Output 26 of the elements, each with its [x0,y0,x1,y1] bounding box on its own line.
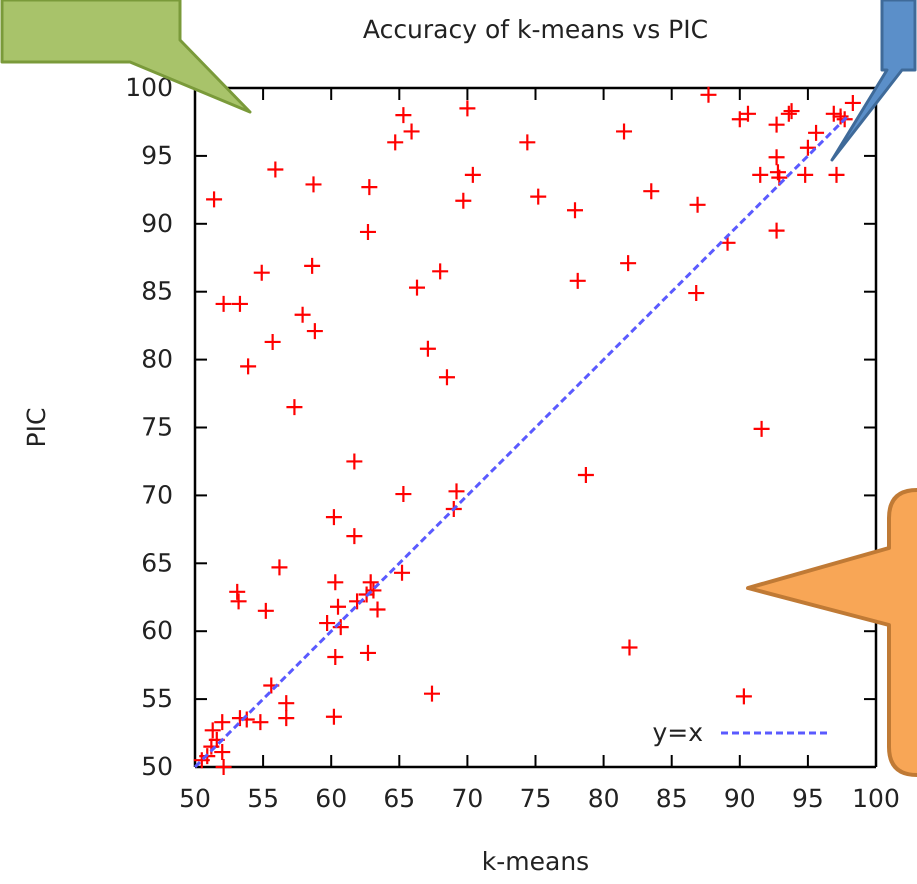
x-tick-label: 90 [724,784,756,813]
x-tick-label: 65 [383,784,416,813]
y-tick-label: 100 [125,73,173,102]
y-tick-label: 60 [141,616,173,646]
x-tick-label: 95 [792,784,824,813]
y-tick-label: 65 [141,548,173,578]
x-tick-label: 70 [451,784,484,813]
x-tick-label: 75 [520,784,552,813]
x-tick-label: 85 [656,784,688,813]
x-tick-label: 50 [179,784,211,813]
y-tick-label: 75 [141,412,173,442]
legend-label: y=x [652,718,703,747]
chart-title: Accuracy of k-means vs PIC [362,15,708,44]
x-axis-title: k-means [482,847,590,876]
x-tick-label: 100 [852,784,900,813]
y-tick-label: 90 [141,208,173,238]
y-tick-label: 70 [141,480,173,510]
y-tick-label: 50 [141,752,173,781]
y-tick-label: 80 [141,344,173,374]
y-tick-label: 55 [141,684,173,714]
y-tick-label: 85 [141,276,173,306]
x-tick-label: 55 [247,784,280,813]
y-tick-label: 95 [141,140,173,170]
y-axis-title: PIC [22,408,51,448]
x-tick-label: 60 [315,784,348,813]
x-tick-label: 80 [588,784,620,813]
